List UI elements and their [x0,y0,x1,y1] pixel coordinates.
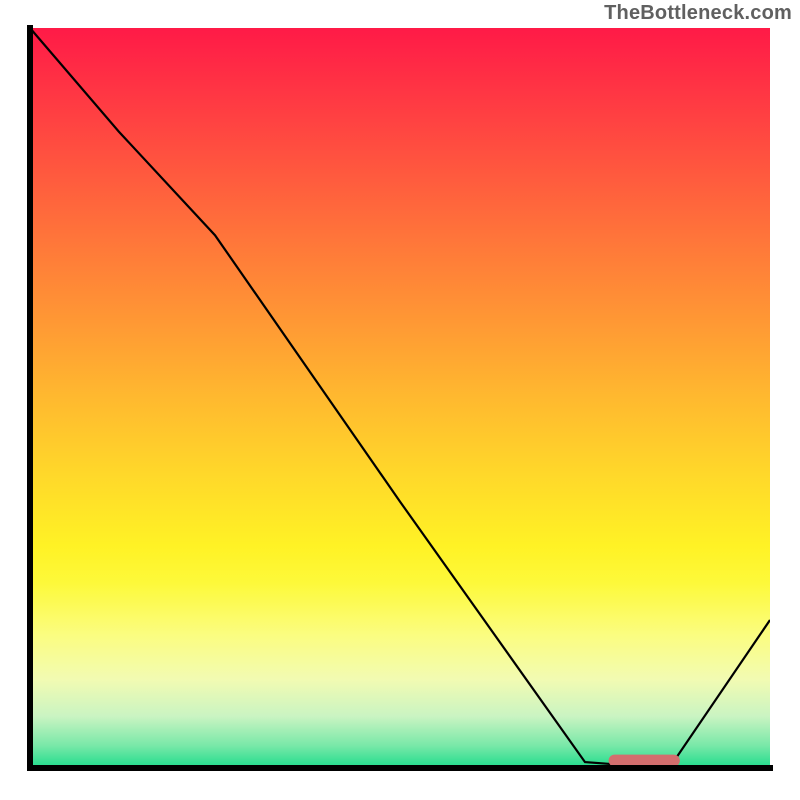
bottleneck-chart: TheBottleneck.com [0,0,800,800]
gradient-background [30,28,770,768]
chart-svg [0,0,800,800]
attribution-label: TheBottleneck.com [604,2,792,25]
